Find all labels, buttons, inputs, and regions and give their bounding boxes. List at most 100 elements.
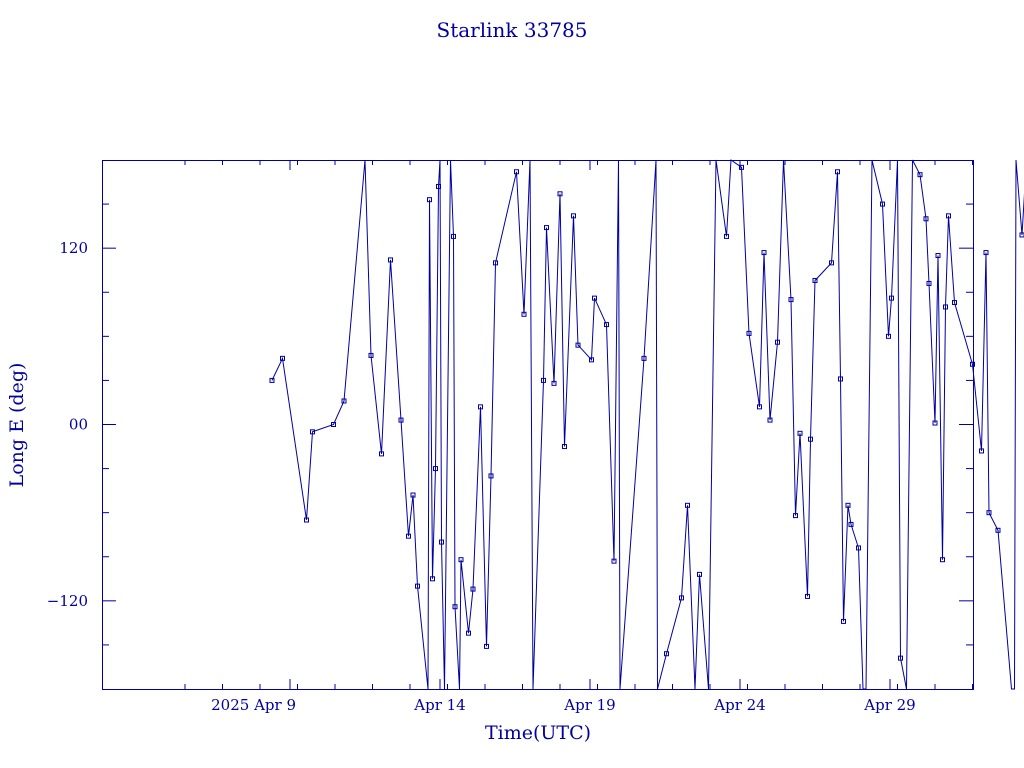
data-point <box>304 517 309 523</box>
data-point <box>1019 232 1024 238</box>
chart-title: Starlink 33785 <box>437 18 588 42</box>
y-tick-label: −120 <box>47 592 88 610</box>
data-point <box>697 571 702 577</box>
data-point <box>767 417 773 423</box>
data-point <box>926 280 932 286</box>
data-point <box>466 630 471 636</box>
data-point <box>562 444 567 450</box>
data-point <box>841 618 846 624</box>
axis-ticks <box>102 160 973 689</box>
data-point <box>379 451 384 457</box>
data-point <box>761 250 767 256</box>
data-point <box>995 527 1001 533</box>
data-point <box>940 557 945 563</box>
data-point <box>935 253 941 259</box>
x-axis-label: Time(UTC) <box>485 722 591 744</box>
data-point <box>341 398 347 404</box>
data-point <box>829 260 834 266</box>
data-point <box>808 436 813 442</box>
data-point <box>427 197 432 203</box>
data-point <box>433 466 438 472</box>
data-point <box>889 295 894 301</box>
data-point <box>544 225 549 231</box>
data-point <box>551 380 557 386</box>
data-point <box>388 257 393 263</box>
data-point <box>679 595 684 601</box>
data-point <box>746 330 752 336</box>
data-point <box>415 583 420 589</box>
data-point <box>410 492 416 498</box>
data-point <box>451 233 456 239</box>
data-point <box>856 545 861 551</box>
data-point <box>641 355 647 361</box>
data-point <box>793 513 798 519</box>
data-point <box>368 352 374 358</box>
x-tick-label: Apr 14 <box>413 696 465 714</box>
data-point <box>979 448 984 454</box>
data-point <box>452 604 458 610</box>
data-point <box>589 357 594 363</box>
data-point <box>970 361 975 367</box>
data-point <box>557 191 563 197</box>
data-point <box>835 169 840 175</box>
plot-frame <box>102 160 974 690</box>
x-tick-label: Apr 24 <box>713 696 765 714</box>
data-point <box>880 201 885 207</box>
x-tick-label: Apr 19 <box>563 696 615 714</box>
data-point <box>406 533 411 539</box>
x-tick-labels: 2025 Apr 9 Apr 14 Apr 19 Apr 24 Apr 29 <box>211 696 916 714</box>
data-point <box>685 502 690 508</box>
data-point <box>757 404 762 410</box>
data-point <box>805 593 810 599</box>
y-tick-label: 120 <box>59 239 88 257</box>
y-tick-label: 00 <box>69 416 88 434</box>
x-tick-label: 2025 Apr 9 <box>211 696 296 714</box>
data-point <box>943 304 948 310</box>
data-point <box>797 430 803 436</box>
data-point <box>932 420 938 426</box>
data-point <box>788 297 794 303</box>
data-point <box>664 651 669 657</box>
data-point <box>458 557 464 563</box>
data-point <box>592 295 597 301</box>
data-point <box>946 213 951 219</box>
data-point <box>470 586 476 592</box>
data-point <box>521 311 527 317</box>
data-point <box>478 404 483 410</box>
data-point <box>845 502 851 508</box>
y-axis-label: Long E (deg) <box>6 363 28 488</box>
data-point <box>986 510 992 516</box>
data-point <box>917 172 923 178</box>
data-point <box>488 473 494 479</box>
data-point <box>541 377 546 383</box>
data-point <box>280 355 285 361</box>
data-point <box>838 376 843 382</box>
x-tick-label: Apr 29 <box>863 696 915 714</box>
data-point <box>983 250 989 256</box>
data-point <box>493 260 498 266</box>
data-point <box>484 643 489 649</box>
data-point <box>611 558 617 564</box>
data-point <box>952 300 957 306</box>
data-point <box>886 333 891 339</box>
y-tick-labels: 120 00 −120 <box>47 239 88 610</box>
data-point <box>724 233 729 239</box>
data-point <box>775 339 780 345</box>
data-point <box>898 655 903 661</box>
data-point <box>571 213 576 219</box>
data-point <box>575 342 581 348</box>
data-point <box>514 169 519 175</box>
data-point <box>331 422 336 427</box>
data-point <box>439 539 444 545</box>
series-group <box>269 159 1024 690</box>
data-point <box>848 521 854 527</box>
data-point <box>430 576 435 582</box>
data-point <box>923 216 929 222</box>
data-point <box>269 377 275 383</box>
data-point <box>436 183 441 189</box>
data-point <box>604 322 609 328</box>
data-point <box>310 429 315 435</box>
data-point <box>812 277 818 283</box>
data-point <box>739 164 744 170</box>
